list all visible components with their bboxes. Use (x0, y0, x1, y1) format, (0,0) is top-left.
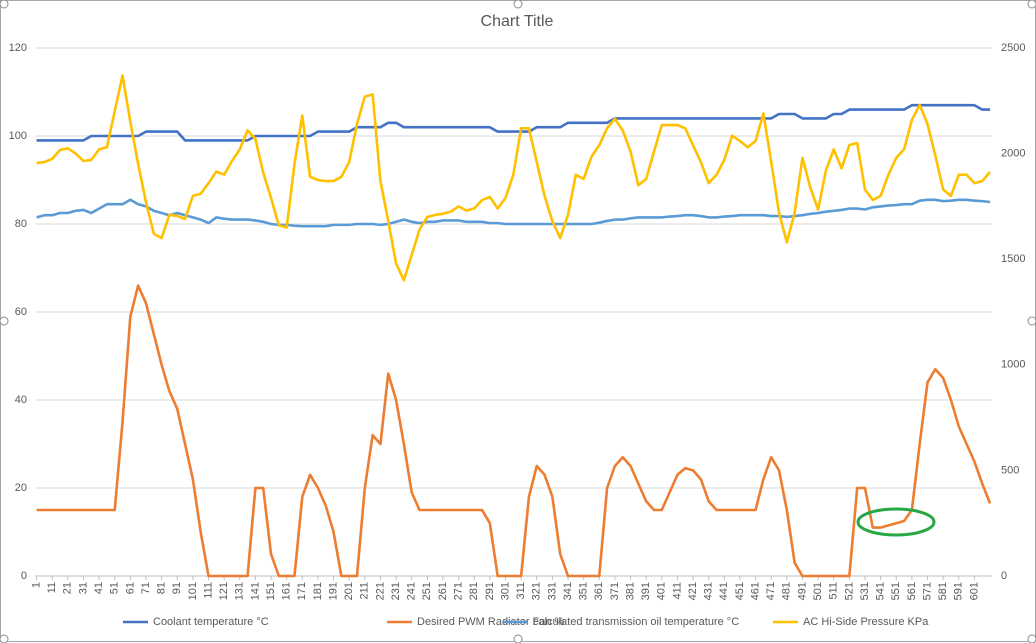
y2-tick-label: 500 (1001, 464, 1019, 476)
x-tick-label: 461 (749, 582, 761, 600)
plot (36, 74, 992, 578)
x-tick-label: 471 (765, 582, 777, 600)
x-tick-label: 451 (734, 582, 746, 600)
series-line (36, 198, 991, 228)
x-tick-label: 141 (249, 582, 261, 600)
x-tick-label: 371 (609, 582, 621, 600)
legend-label: Coolant temperature °C (153, 616, 269, 628)
x-tick-label: 331 (546, 582, 558, 600)
highlight-ellipse (856, 507, 936, 537)
y2-tick-label: 1000 (1001, 359, 1025, 371)
x-tick-label: 71 (140, 582, 152, 594)
x-tick-label: 301 (499, 582, 511, 600)
x-tick-label: 321 (531, 582, 543, 600)
y2-tick-label: 2500 (1001, 42, 1025, 54)
x-tick-label: 351 (578, 582, 590, 600)
x-tick-label: 551 (890, 582, 902, 600)
x-tick-label: 111 (202, 582, 214, 599)
y-tick-label: 80 (15, 218, 27, 230)
legend-label: Desired PWM Radiator Fan % (417, 616, 565, 628)
x-tick-label: 541 (875, 582, 887, 600)
x-tick-label: 81 (156, 582, 168, 594)
x-tick-label: 51 (109, 582, 121, 594)
handle (1027, 0, 1036, 9)
x-tick-label: 481 (781, 582, 793, 600)
x-tick-label: 531 (859, 582, 871, 600)
x-tick-label: 181 (312, 582, 324, 600)
handle (0, 0, 9, 9)
handle (0, 634, 9, 643)
legend: Coolant temperature °C Desired PWM Radiat… (123, 616, 929, 628)
x-tick-label: 231 (390, 582, 402, 600)
x-tick-label: 431 (703, 582, 715, 600)
x-tick-label: 271 (452, 582, 464, 600)
x-tick-label: 131 (234, 582, 246, 600)
x-tick-label: 281 (468, 582, 480, 600)
x-tick-label: 261 (437, 582, 449, 600)
x-tick-label: 121 (218, 582, 230, 600)
x-tick-label: 421 (687, 582, 699, 600)
x-tick-label: 411 (671, 582, 683, 600)
x-tick-label: 91 (171, 582, 183, 594)
x-tick-label: 21 (62, 582, 74, 594)
y-tick-label: 60 (15, 306, 27, 318)
x-tick-label: 241 (406, 582, 418, 600)
x-tick-label: 291 (484, 582, 496, 600)
x-tick-label: 381 (624, 582, 636, 600)
x-tick-label: 581 (937, 582, 949, 600)
x-tick-label: 361 (593, 582, 605, 600)
y-tick-label: 0 (21, 570, 27, 582)
x-tick-label: 511 (828, 582, 840, 600)
series-line (36, 103, 991, 142)
handle (513, 0, 523, 9)
y-tick-label: 20 (15, 482, 27, 494)
x-tick-label: 311 (515, 582, 527, 600)
handle (1027, 634, 1036, 643)
legend-label: calculated transmission oil temperature … (533, 616, 739, 628)
x-tick-label: 251 (421, 582, 433, 600)
x-tick-label: 491 (796, 582, 808, 600)
x-tick-label: 401 (656, 582, 668, 600)
x-tick-label: 31 (77, 582, 89, 594)
x-tick-label: 561 (906, 582, 918, 600)
y2-tick-label: 0 (1001, 570, 1007, 582)
y-tick-label: 100 (9, 130, 27, 142)
y2-tick-label: 2000 (1001, 148, 1025, 160)
x-tick-label: 571 (921, 582, 933, 600)
x-tick-label: 601 (968, 582, 980, 600)
y2-tick-label: 1500 (1001, 253, 1025, 265)
handle (0, 316, 9, 326)
x-tick-label: 501 (812, 582, 824, 600)
x-tick-label: 41 (93, 582, 105, 594)
legend-label: AC Hi-Side Pressure KPa (803, 616, 929, 628)
x-tick-label: 211 (359, 582, 371, 600)
x-tick-label: 591 (953, 582, 965, 600)
x-tick-label: 221 (374, 582, 386, 600)
x-tick-label: 201 (343, 582, 355, 600)
x-tick-label: 61 (124, 582, 136, 594)
x-tick-label: 171 (296, 582, 308, 600)
series-line (36, 284, 992, 578)
x-tick-label: 101 (187, 582, 199, 600)
x-tick-label: 391 (640, 582, 652, 600)
x-tick-label: 161 (281, 582, 293, 600)
x-tick-label: 521 (843, 582, 855, 600)
handle (1027, 316, 1036, 326)
y-tick-label: 40 (15, 394, 27, 406)
x-tick-label: 191 (327, 582, 339, 600)
x-tick-label: 441 (718, 582, 730, 600)
x-tick-label: 1 (30, 582, 42, 588)
x-tick-label: 11 (46, 582, 58, 593)
x-tick-label: 341 (562, 582, 574, 600)
series-line (36, 74, 992, 282)
x-tick-label: 151 (265, 582, 277, 600)
chart-title: Chart Title (481, 13, 554, 30)
handle (513, 634, 523, 643)
y-tick-label: 120 (9, 42, 27, 54)
